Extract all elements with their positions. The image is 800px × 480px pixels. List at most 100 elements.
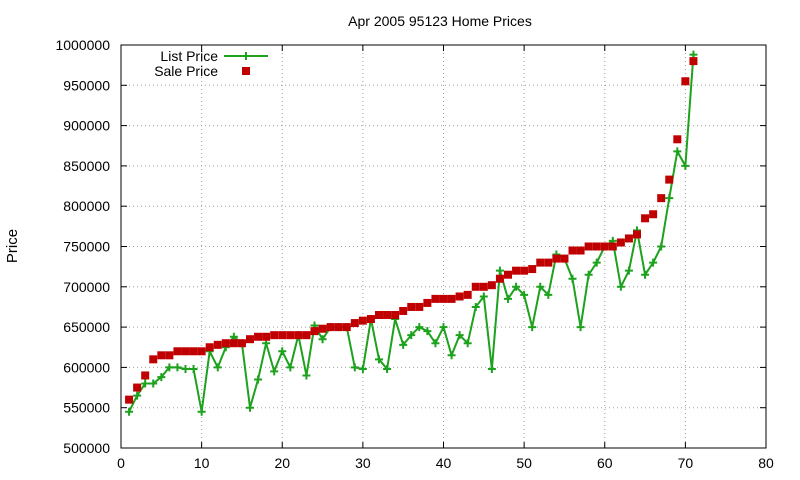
data-point <box>141 379 150 388</box>
x-tick-label: 20 <box>274 455 290 471</box>
data-point <box>254 332 263 341</box>
data-point <box>689 57 698 66</box>
data-point <box>568 246 577 255</box>
data-point <box>334 323 343 332</box>
y-tick-label: 750000 <box>63 239 110 255</box>
y-tick-label: 800000 <box>63 198 110 214</box>
data-point <box>439 294 448 303</box>
data-point <box>197 347 206 356</box>
data-point <box>495 266 504 275</box>
data-point <box>657 242 666 251</box>
data-point <box>125 395 134 404</box>
data-point <box>512 282 521 291</box>
series-list-price <box>125 50 698 416</box>
data-point <box>302 371 311 380</box>
data-point <box>423 298 432 307</box>
legend-label-list-price: List Price <box>160 48 218 64</box>
x-tick-label: 0 <box>117 455 125 471</box>
data-point <box>278 347 287 356</box>
data-point <box>399 340 408 349</box>
data-point <box>624 234 633 243</box>
data-point <box>520 266 529 275</box>
data-point <box>512 266 521 275</box>
data-point <box>310 327 319 336</box>
data-point <box>415 302 424 311</box>
data-point <box>350 319 359 328</box>
y-tick-labels: 500000 550000 600000 650000 700000 750000 8000… <box>55 37 110 456</box>
data-point <box>673 147 682 156</box>
data-point <box>423 327 432 336</box>
data-point <box>181 347 190 356</box>
data-point <box>616 282 625 291</box>
x-tick-label: 30 <box>355 455 371 471</box>
data-point <box>600 242 609 251</box>
data-point <box>471 282 480 291</box>
data-point <box>576 323 585 332</box>
data-point <box>181 365 190 374</box>
data-point <box>141 371 150 380</box>
data-point <box>641 214 650 223</box>
data-point <box>431 339 440 348</box>
data-point <box>391 311 400 320</box>
data-point <box>681 77 690 86</box>
data-point <box>246 335 254 344</box>
data-point <box>641 270 650 279</box>
series-sale-price <box>125 57 698 404</box>
data-point <box>649 210 658 219</box>
data-point <box>133 391 142 400</box>
series-line <box>128 54 695 413</box>
data-point <box>383 365 392 374</box>
data-point <box>487 365 496 374</box>
tick-marks <box>120 44 767 449</box>
data-point <box>342 323 351 332</box>
data-point <box>213 340 222 349</box>
data-point <box>125 407 134 416</box>
data-point <box>479 292 488 301</box>
x-tick-label: 60 <box>597 455 613 471</box>
x-tick-label: 40 <box>436 455 452 471</box>
data-point <box>455 331 464 340</box>
data-point <box>447 294 456 303</box>
data-point <box>633 230 641 239</box>
data-point <box>254 375 263 384</box>
data-point <box>665 175 674 184</box>
data-point <box>536 258 545 267</box>
data-point <box>544 258 553 267</box>
data-point <box>165 351 174 360</box>
y-tick-label: 900000 <box>63 118 110 134</box>
data-point <box>173 363 182 372</box>
data-point <box>528 265 537 274</box>
data-point <box>584 270 593 279</box>
y-tick-label: 1000000 <box>55 37 110 53</box>
data-point <box>415 323 424 332</box>
data-point <box>560 254 569 263</box>
data-point <box>544 290 553 299</box>
data-point <box>673 135 682 144</box>
data-point <box>197 407 206 416</box>
data-point <box>157 373 166 382</box>
data-point <box>439 323 448 332</box>
legend: List Price Sale Price <box>154 48 268 79</box>
y-axis-label: Price <box>4 229 21 263</box>
data-point <box>375 355 383 364</box>
data-point <box>608 242 617 251</box>
x-tick-label: 70 <box>678 455 694 471</box>
y-tick-label: 600000 <box>63 359 110 375</box>
data-point <box>133 383 142 392</box>
data-point <box>318 335 327 344</box>
data-point <box>463 339 472 348</box>
data-point <box>407 331 416 340</box>
x-tick-label: 50 <box>516 455 532 471</box>
data-point <box>302 331 311 340</box>
y-tick-label: 950000 <box>63 77 110 93</box>
data-point <box>520 290 529 299</box>
legend-marker-sale-price <box>242 67 250 75</box>
data-point <box>568 274 577 283</box>
chart-title: Apr 2005 95123 Home Prices <box>348 13 532 29</box>
data-point <box>407 302 416 311</box>
data-point <box>495 274 504 283</box>
data-point <box>229 339 238 348</box>
data-point <box>221 339 230 348</box>
data-point <box>237 339 246 348</box>
